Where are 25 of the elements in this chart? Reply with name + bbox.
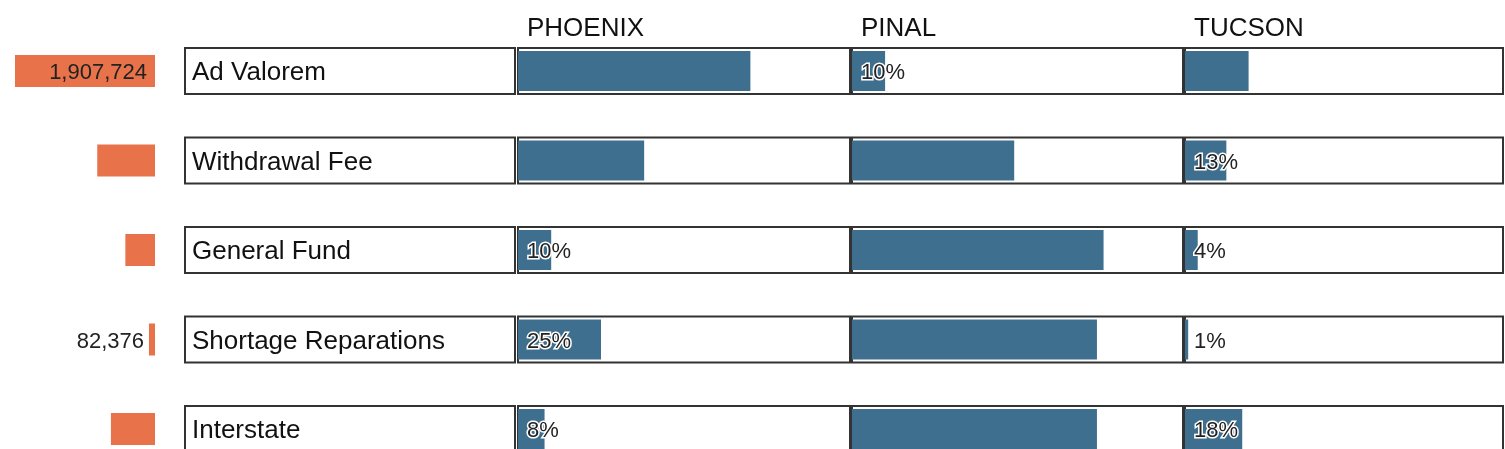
y-tick-label: Withdrawal Fee — [192, 145, 373, 176]
data-label: 18% — [1194, 417, 1239, 442]
bar — [518, 140, 645, 181]
bar — [1185, 319, 1189, 360]
chart-title: PINAL — [861, 12, 937, 42]
bar — [852, 230, 1104, 270]
bar — [125, 234, 155, 266]
bar — [852, 140, 1015, 181]
y-tick-label: Ad Valorem — [192, 56, 326, 86]
y-tick-label: Interstate — [192, 414, 301, 444]
bar — [148, 323, 155, 356]
bar — [1185, 51, 1249, 91]
chart-title: TUCSON — [1194, 12, 1304, 42]
data-label: 25% — [527, 327, 572, 353]
bar — [852, 409, 1097, 449]
y-tick-label: General Fund — [192, 235, 351, 265]
bar — [97, 144, 155, 177]
data-label: 1% — [1194, 327, 1226, 353]
bar — [518, 51, 751, 91]
bar — [852, 319, 1097, 360]
chart-title: PHOENIX — [527, 12, 645, 42]
data-label: 82,376 — [76, 327, 144, 353]
y-tick-label: Shortage Reparations — [192, 324, 445, 355]
data-label: 1,907,724 — [49, 59, 147, 84]
bar — [110, 413, 155, 445]
